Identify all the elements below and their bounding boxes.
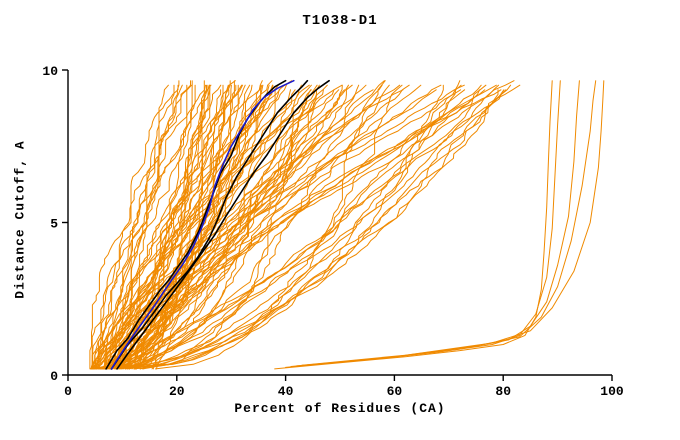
ensemble-curve (115, 84, 279, 370)
ensemble-curve (124, 84, 207, 370)
ensemble-curve (90, 89, 462, 370)
ensemble-curve (92, 89, 480, 370)
ensemble-curve (107, 80, 515, 370)
ensemble-curve (120, 80, 205, 370)
ensemble-curve (139, 89, 507, 370)
highlight-black-3 (116, 79, 330, 370)
ensemble-curve (108, 84, 343, 370)
y-tick-label: 5 (50, 217, 58, 232)
ensemble-curve (103, 84, 482, 370)
x-tick-label: 40 (278, 384, 294, 399)
ensemble-curve (102, 84, 287, 370)
ensemble-curve (95, 89, 502, 370)
chart-title: T1038-D1 (302, 13, 378, 29)
ensemble-curve (127, 89, 499, 370)
ensemble-curve (117, 84, 360, 370)
highlight-black-2 (110, 79, 309, 370)
ensemble-curve (102, 84, 222, 370)
ensemble-curve (114, 84, 244, 370)
ensemble-curve (134, 84, 497, 370)
ensemble-curve (142, 84, 320, 370)
ensemble-curve (93, 84, 206, 370)
ensemble-curve (112, 84, 521, 370)
ensemble-curve (100, 84, 353, 370)
x-tick-label: 0 (64, 384, 72, 399)
ensemble-curve (109, 84, 188, 370)
ensemble-curve (90, 84, 302, 370)
ensemble-curve (126, 89, 404, 370)
ensemble-curve (91, 84, 343, 370)
right-outlier-3 (296, 80, 580, 367)
ensemble-curve (99, 84, 403, 370)
ensemble-curve (133, 84, 462, 370)
x-tick-label: 100 (600, 384, 624, 399)
y-axis-label: Distance Cutoff, A (12, 140, 28, 299)
ensemble-curve (90, 84, 169, 370)
ensemble-curve (89, 84, 179, 370)
ensemble-curve (90, 84, 211, 370)
ensemble-curve (92, 84, 183, 370)
x-tick-label: 20 (169, 384, 185, 399)
y-tick-label: 10 (42, 64, 58, 79)
x-axis-label: Percent of Residues (CA) (234, 401, 446, 416)
ensemble-curve (122, 84, 442, 370)
x-tick-label: 60 (387, 384, 403, 399)
ensemble-curve (118, 84, 390, 370)
right-outlier-1 (274, 80, 553, 370)
ensemble-curve (100, 89, 505, 370)
ensemble-curve (99, 89, 317, 370)
ensemble-curve (104, 89, 466, 370)
ensemble-curve (104, 80, 293, 370)
ensemble-curve (123, 84, 312, 370)
ensemble-curve (96, 84, 324, 370)
right-outlier-5 (301, 80, 605, 366)
right-outlier-2 (285, 80, 561, 368)
x-tick-label: 80 (495, 384, 511, 399)
ensemble-curve (104, 84, 487, 370)
highlight-blue (110, 79, 295, 370)
ensemble-curve (131, 84, 211, 370)
y-tick-label: 0 (50, 369, 58, 384)
